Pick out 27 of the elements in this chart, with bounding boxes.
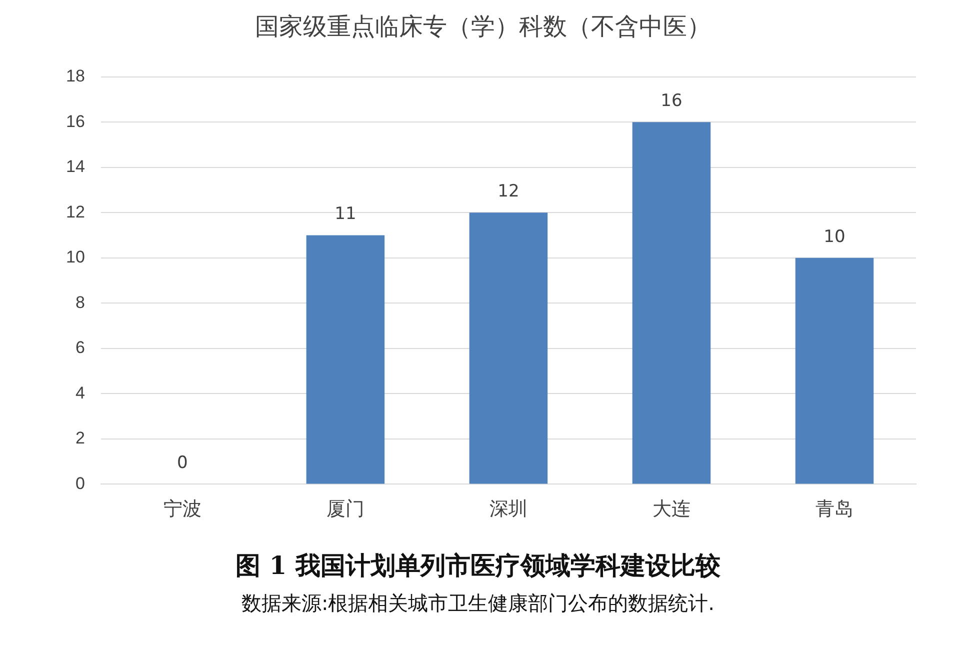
data-label: 12 [498, 182, 520, 202]
data-label: 0 [177, 453, 188, 474]
data-label: 11 [334, 204, 356, 224]
data-label: 10 [824, 226, 846, 247]
x-tick-label: 宁波 [163, 498, 202, 520]
y-tick-label: 18 [66, 66, 85, 86]
y-tick-label: 0 [75, 474, 85, 493]
y-tick-label: 8 [75, 292, 85, 312]
y-tick-label: 16 [66, 112, 85, 131]
bar [795, 258, 874, 484]
source-note: 数据来源:根据相关城市卫生健康部门公布的数据统计. [240, 590, 716, 617]
x-tick-label: 深圳 [489, 498, 528, 520]
y-tick-label: 4 [75, 383, 85, 402]
x-tick-label: 大连 [652, 498, 690, 520]
y-tick-label: 10 [66, 248, 85, 267]
x-tick-label: 厦门 [326, 498, 364, 520]
y-tick-label: 2 [75, 428, 85, 448]
data-label: 16 [660, 90, 682, 111]
bar [632, 122, 711, 484]
y-tick-label: 6 [75, 338, 85, 358]
y-tick-label: 14 [66, 157, 85, 176]
x-tick-label: 青岛 [815, 498, 854, 520]
bar [306, 235, 385, 484]
chart-title: 国家级重点临床专（学）科数（不含中医） [255, 12, 711, 41]
caption: 图 1 我国计划单列市医疗领域学科建设比较 [234, 550, 722, 582]
y-tick-label: 12 [66, 202, 85, 222]
bar [469, 212, 548, 484]
